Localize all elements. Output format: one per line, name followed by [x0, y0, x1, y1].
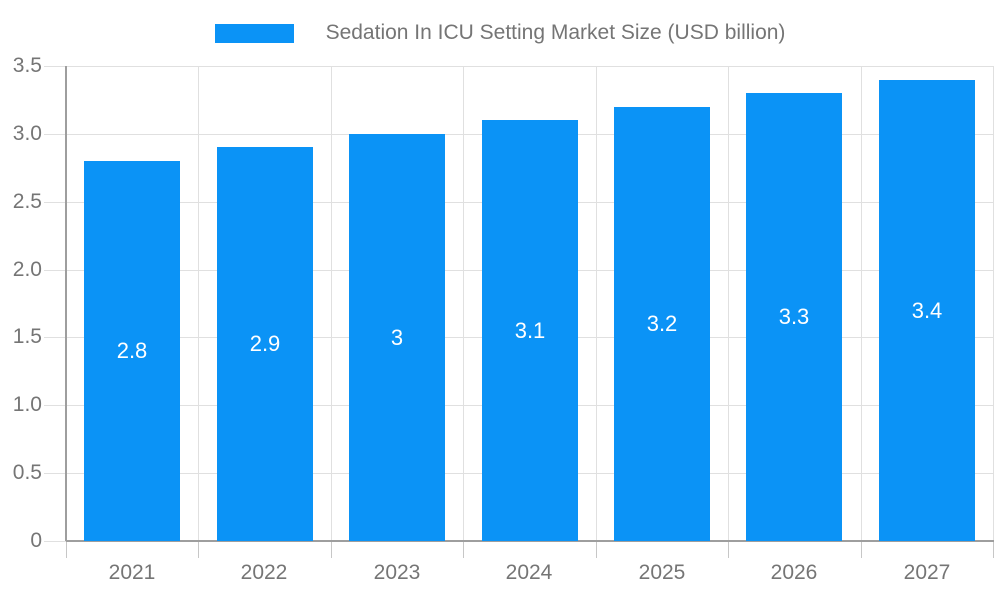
- y-axis-tick: [44, 66, 66, 67]
- bar: [614, 107, 710, 541]
- x-axis-tick: [861, 541, 862, 558]
- x-axis-category-label: 2025: [638, 561, 686, 584]
- bar: [746, 93, 842, 541]
- y-axis-tick-label: 3.5: [12, 54, 42, 77]
- gridline-vertical: [728, 66, 729, 541]
- legend: Sedation In ICU Setting Market Size (USD…: [0, 21, 1000, 45]
- x-axis-tick: [331, 541, 332, 558]
- bar-value-label: 2.9: [249, 331, 281, 356]
- gridline-vertical: [331, 66, 332, 541]
- bar: [482, 120, 578, 541]
- bar-value-label: 3.3: [778, 304, 810, 329]
- x-axis-category-label: 2024: [505, 561, 553, 584]
- x-axis-category-label: 2027: [903, 561, 951, 584]
- x-axis-tick: [728, 541, 729, 558]
- x-axis-tick: [463, 541, 464, 558]
- y-axis-tick-label: 3.0: [12, 122, 42, 145]
- bar-value-label: 2.8: [116, 338, 148, 363]
- bar-value-label: 3: [390, 325, 404, 350]
- bar-value-label: 3.2: [646, 311, 678, 336]
- x-axis-category-label: 2021: [108, 561, 156, 584]
- y-axis-tick: [44, 405, 66, 406]
- legend-swatch: [214, 23, 294, 43]
- x-axis-category-label: 2023: [373, 561, 421, 584]
- y-axis-tick-label: 1.0: [12, 393, 42, 416]
- bar: [349, 134, 445, 541]
- y-axis-tick: [44, 541, 66, 542]
- x-axis-tick: [66, 541, 67, 558]
- x-axis-category-label: 2022: [240, 561, 288, 584]
- bar-value-label: 3.1: [514, 318, 546, 343]
- gridline-vertical: [993, 66, 994, 541]
- bar-value-label: 3.4: [911, 298, 943, 323]
- gridline-vertical: [463, 66, 464, 541]
- y-axis-tick-label: 0: [30, 529, 42, 552]
- y-axis-tick: [44, 270, 66, 271]
- gridline-vertical: [198, 66, 199, 541]
- x-axis-line: [66, 540, 994, 542]
- y-axis-tick: [44, 202, 66, 203]
- legend-label: Sedation In ICU Setting Market Size (USD…: [325, 21, 786, 44]
- x-axis-category-label: 2026: [770, 561, 818, 584]
- y-axis-tick-label: 0.5: [12, 461, 42, 484]
- y-axis-tick-label: 2.0: [12, 258, 42, 281]
- gridline-vertical: [861, 66, 862, 541]
- x-axis-tick: [596, 541, 597, 558]
- x-axis-tick: [198, 541, 199, 558]
- y-axis-line: [65, 66, 67, 541]
- bar: [217, 147, 313, 541]
- y-axis-tick: [44, 134, 66, 135]
- gridline-vertical: [596, 66, 597, 541]
- y-axis-tick: [44, 473, 66, 474]
- y-axis-tick: [44, 337, 66, 338]
- gridline-horizontal: [66, 66, 993, 67]
- bar: [879, 80, 975, 541]
- bar: [84, 161, 180, 541]
- x-axis-tick: [993, 541, 994, 558]
- y-axis-tick-label: 1.5: [12, 325, 42, 348]
- y-axis-tick-label: 2.5: [12, 190, 42, 213]
